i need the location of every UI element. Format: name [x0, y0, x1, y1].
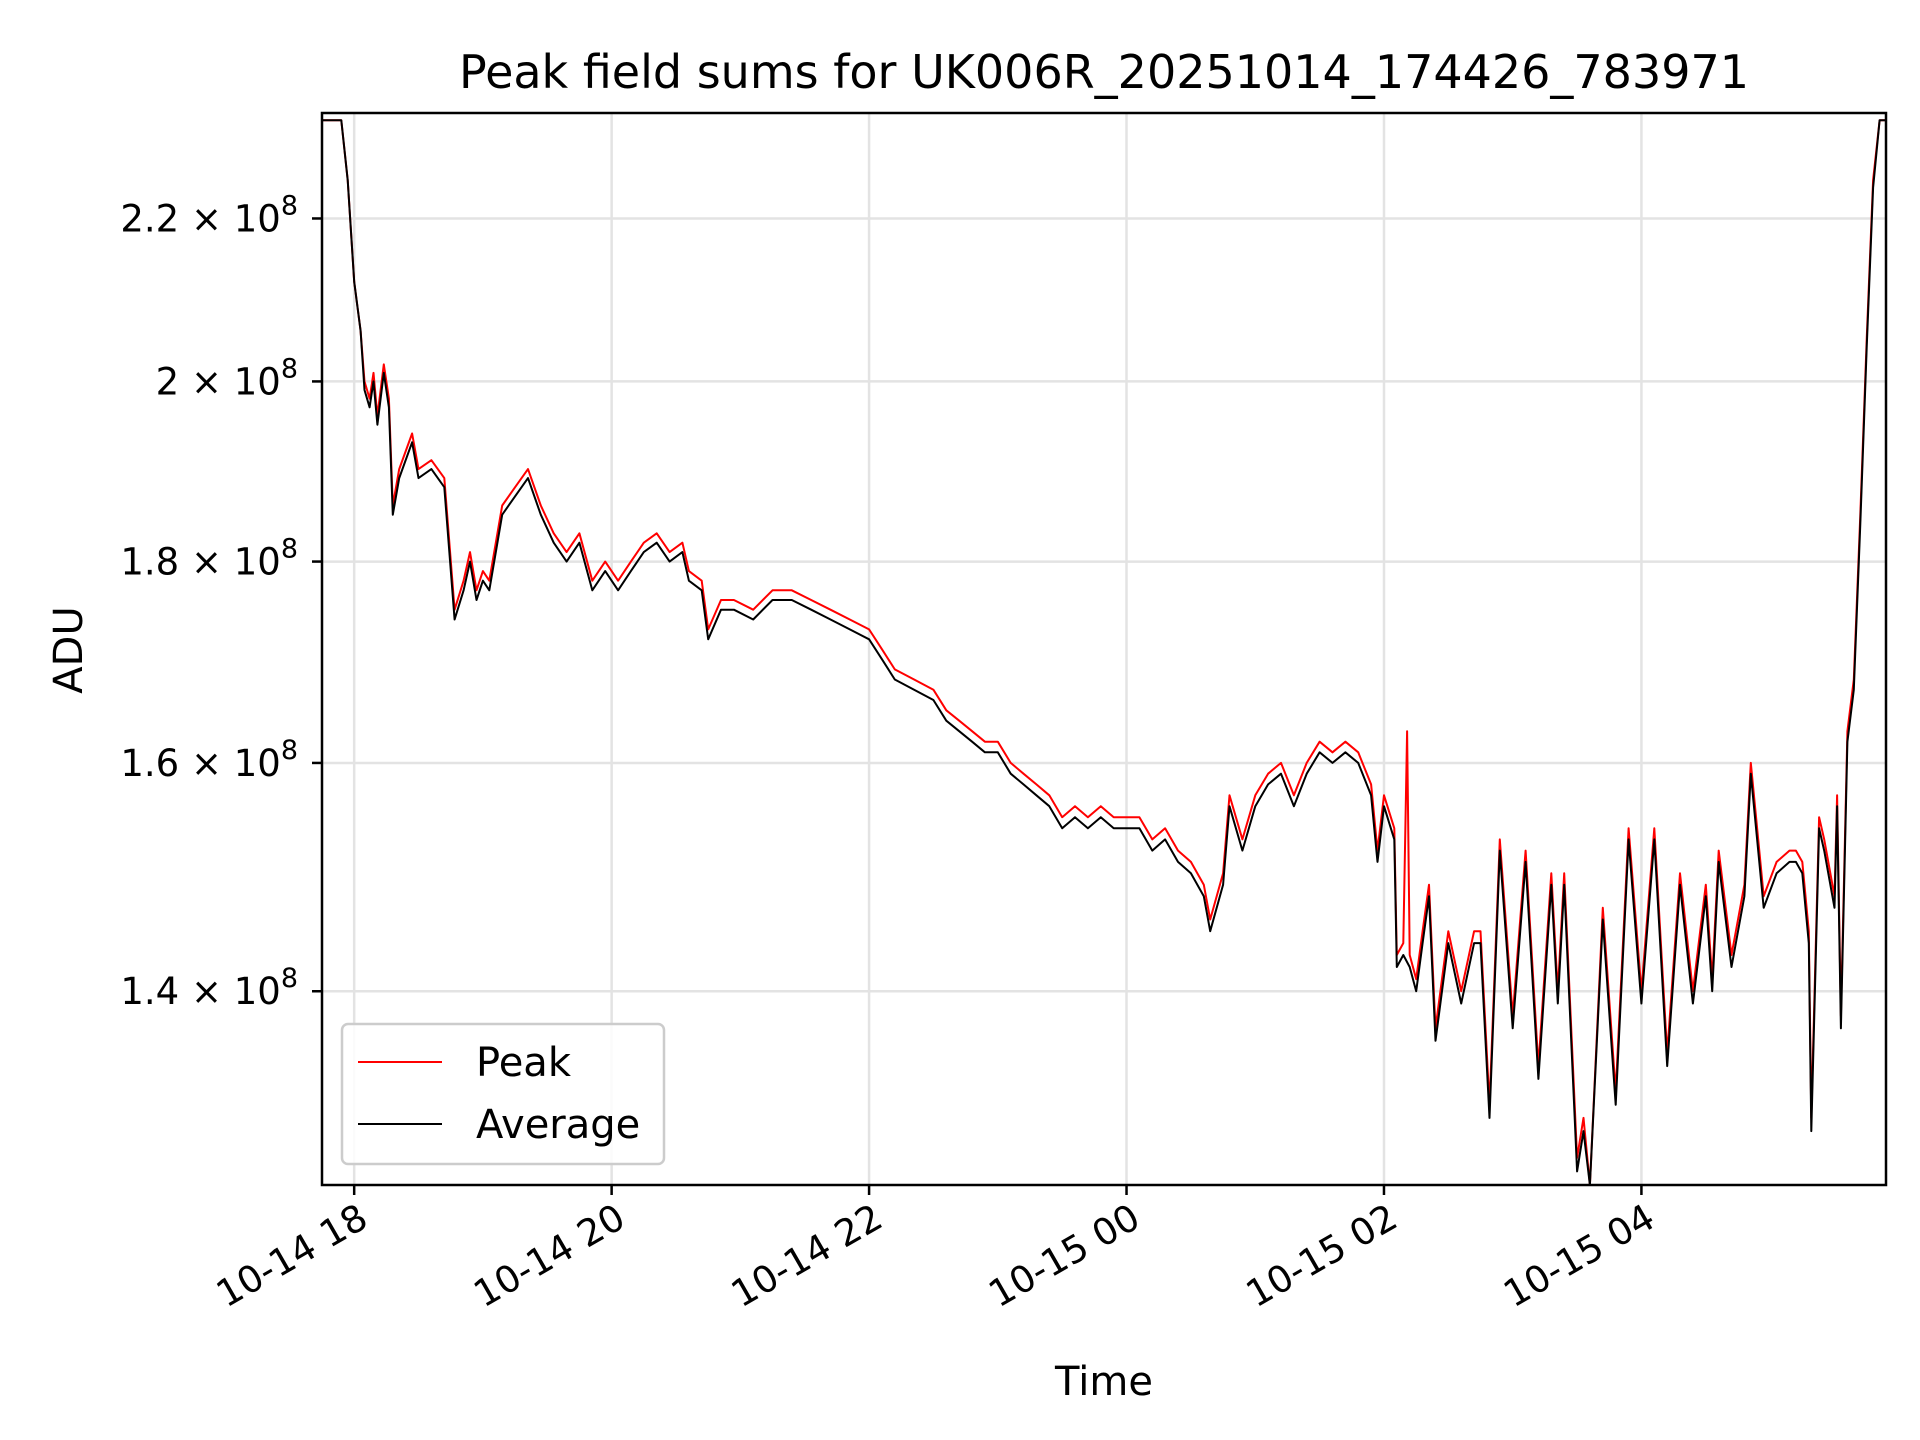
x-tick-label: 10-14 20 [467, 1196, 633, 1316]
legend-label-average: Average [476, 1102, 640, 1148]
legend-box [340, 1022, 666, 1166]
series-line-average [322, 119, 1886, 1186]
x-tick-label: 10-14 18 [209, 1196, 375, 1316]
series-layer [322, 119, 1886, 1186]
y-tick-exponent: 8 [281, 190, 298, 221]
y-tick-mantissa: 1.4 × 10 [120, 970, 280, 1013]
y-tick-label: 1.8 × 108 [120, 534, 298, 584]
x-tick-label: 10-15 00 [981, 1196, 1147, 1316]
legend-label-peak: Peak [476, 1040, 572, 1086]
x-axis: 10-14 18 10-14 20 10-14 22 10-15 00 10-15 02… [209, 1185, 1662, 1316]
y-tick-label: 2 × 108 [156, 353, 298, 403]
x-tick-label: 10-15 04 [1496, 1196, 1662, 1316]
y-tick-exponent: 8 [281, 534, 298, 565]
y-tick-label: 1.6 × 108 [120, 735, 298, 785]
y-tick-label: 2.2 × 108 [120, 190, 298, 240]
y-tick-exponent: 8 [281, 963, 298, 994]
y-tick-mantissa: 2 × 10 [156, 360, 281, 403]
y-tick-mantissa: 1.6 × 10 [120, 742, 280, 785]
series-line-peak [322, 119, 1886, 1186]
y-axis-label: ADU [46, 606, 92, 693]
grid-layer [322, 113, 1886, 1185]
legend: Peak Average [340, 1022, 666, 1166]
x-axis-label: Time [1054, 1359, 1153, 1405]
y-tick-mantissa: 1.8 × 10 [120, 541, 280, 584]
chart-title: Peak field sums for UK006R_20251014_1744… [459, 45, 1749, 99]
x-tick-label: 10-14 22 [724, 1196, 890, 1316]
plot-area-frame [320, 111, 1888, 1187]
y-tick-mantissa: 2.2 × 10 [120, 197, 280, 240]
x-tick-label: 10-15 02 [1239, 1196, 1405, 1316]
y-tick-label: 1.4 × 108 [120, 963, 298, 1013]
y-tick-exponent: 8 [281, 735, 298, 766]
y-tick-exponent: 8 [281, 353, 298, 384]
